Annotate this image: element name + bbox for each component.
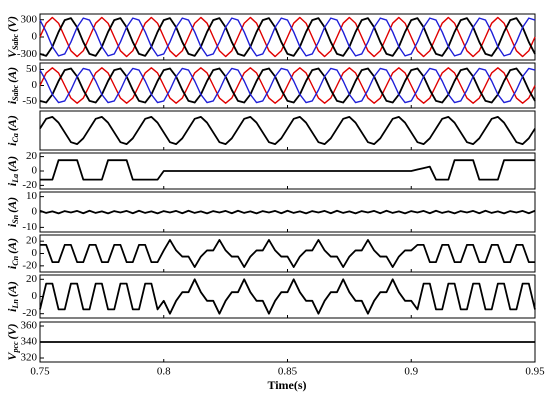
y-label-unit: (V) [5, 323, 19, 339]
waveform [39, 16, 536, 58]
y-tick-label: 360 [21, 320, 38, 332]
y-label-unit: (A) [5, 156, 19, 172]
y-axis-label: iCa (A) [5, 115, 20, 146]
y-label-symbol: i [5, 142, 19, 146]
waveform [39, 17, 536, 57]
x-tick-label: 0.8 [157, 366, 171, 378]
y-tick-label: 20 [26, 235, 38, 247]
x-tick-label: 0.9 [404, 366, 418, 378]
waveform [39, 67, 536, 104]
y-label-symbol: i [5, 182, 19, 186]
panel-frame [39, 274, 536, 319]
y-tick-label: -50 [22, 95, 37, 107]
y-tick-label: -20 [22, 307, 37, 319]
y-label-symbol: i [5, 308, 19, 312]
y-axis-label: iLa (A) [5, 156, 20, 186]
y-tick-label: -20 [22, 179, 37, 191]
y-tick-label: 10 [26, 190, 38, 202]
waveform [39, 67, 536, 104]
waveform [40, 239, 535, 268]
waveform [39, 17, 536, 57]
y-tick-label: 0 [32, 165, 38, 177]
y-label-subscript: Cn [11, 255, 20, 265]
y-label-subscript: pcc [11, 341, 20, 354]
y-axis-label: VSabc (V) [5, 16, 20, 58]
y-tick-label: -300 [17, 48, 38, 60]
y-label-symbol: i [5, 265, 19, 269]
y-tick-label: 20 [26, 273, 38, 285]
y-label-unit: (A) [5, 238, 19, 254]
y-label-unit: (A) [5, 115, 19, 131]
y-label-subscript: Sabc [11, 84, 20, 100]
waveform [40, 159, 535, 181]
y-axis-label: iSabc(A) [5, 67, 20, 104]
y-label-symbol: V [5, 352, 19, 361]
y-tick-label: 20 [26, 150, 38, 162]
y-tick-label: 300 [21, 13, 38, 25]
y-axis-label: iCn(A) [5, 238, 20, 269]
y-label-symbol: V [5, 49, 19, 58]
x-axis-label: Time(s) [267, 378, 306, 392]
y-tick-label: 50 [26, 63, 38, 75]
y-label-symbol: i [5, 100, 19, 104]
panel-frame [39, 110, 536, 151]
panel-frame [39, 234, 536, 273]
y-label-subscript: La [11, 174, 20, 184]
x-tick-label: 0.75 [30, 366, 50, 378]
y-tick-label: -20 [22, 259, 37, 271]
y-tick-label: 0 [32, 31, 38, 43]
y-tick-label: 0 [32, 206, 38, 218]
y-axis-label: Vpcc (V) [5, 323, 20, 360]
y-label-subscript: Sabc [11, 34, 20, 50]
y-tick-label: -10 [22, 221, 37, 233]
y-label-subscript: Sn [11, 214, 20, 223]
y-label-symbol: i [5, 223, 19, 227]
y-axis-label: iLn (A) [5, 281, 20, 312]
y-label-unit: (V) [5, 16, 19, 32]
y-tick-label: 340 [21, 336, 38, 348]
x-tick-label: 0.95 [525, 366, 545, 378]
y-axis-label: iSn(A) [5, 197, 20, 227]
y-label-unit: (A) [5, 67, 19, 83]
y-tick-label: 320 [21, 352, 38, 364]
waveform [39, 278, 536, 315]
y-label-subscript: Ca [11, 133, 20, 142]
y-label-unit: (A) [5, 281, 19, 297]
y-tick-label: 0 [32, 290, 38, 302]
y-label-unit: (A) [5, 197, 19, 213]
x-tick-label: 0.85 [278, 366, 298, 378]
y-tick-label: 0 [32, 247, 38, 259]
waveform [39, 67, 536, 104]
y-label-subscript: Ln [11, 299, 20, 310]
waveform [39, 115, 536, 146]
y-tick-label: 0 [32, 79, 38, 91]
waveform [39, 209, 536, 215]
